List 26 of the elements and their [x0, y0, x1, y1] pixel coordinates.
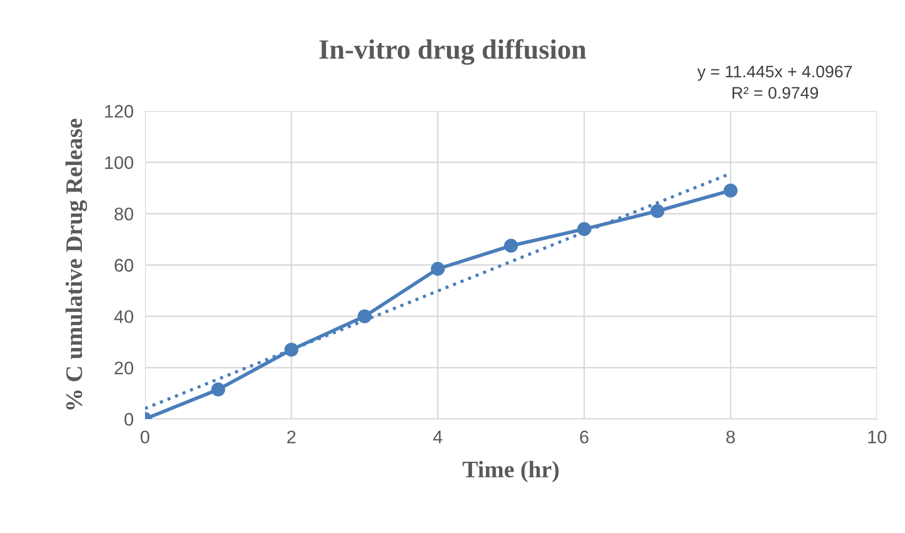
x-tick-label: 2	[287, 430, 296, 444]
y-tick-label: 0	[124, 412, 134, 426]
x-axis-title: Time (hr)	[462, 460, 559, 482]
y-axis-title: % C umulative Drug Release	[66, 118, 88, 410]
y-tick-label: 100	[105, 156, 134, 170]
y-tick-label: 60	[114, 258, 134, 272]
text: R² = 0.9749	[732, 86, 818, 99]
point	[577, 222, 592, 236]
point	[724, 184, 738, 198]
text: y = 11.445x + 4.0967	[697, 66, 852, 81]
chart-title: In-vitro drug diffusion	[319, 39, 586, 65]
y-tick-label: 120	[105, 104, 134, 118]
point	[358, 309, 372, 324]
y-tick-label: 20	[114, 362, 134, 374]
x-tick-label: 6	[580, 430, 588, 444]
x-tick-label: 0	[140, 430, 150, 444]
x-tick-label: 8	[726, 430, 735, 444]
point	[211, 382, 226, 396]
point	[430, 262, 445, 276]
point	[504, 238, 518, 253]
point	[284, 342, 298, 357]
y-tick-label: 80	[114, 208, 134, 220]
x-tick-label: 4	[433, 430, 442, 444]
x-tick-label: 10	[868, 430, 886, 444]
point	[650, 204, 664, 218]
y-tick-label: 40	[114, 310, 134, 324]
